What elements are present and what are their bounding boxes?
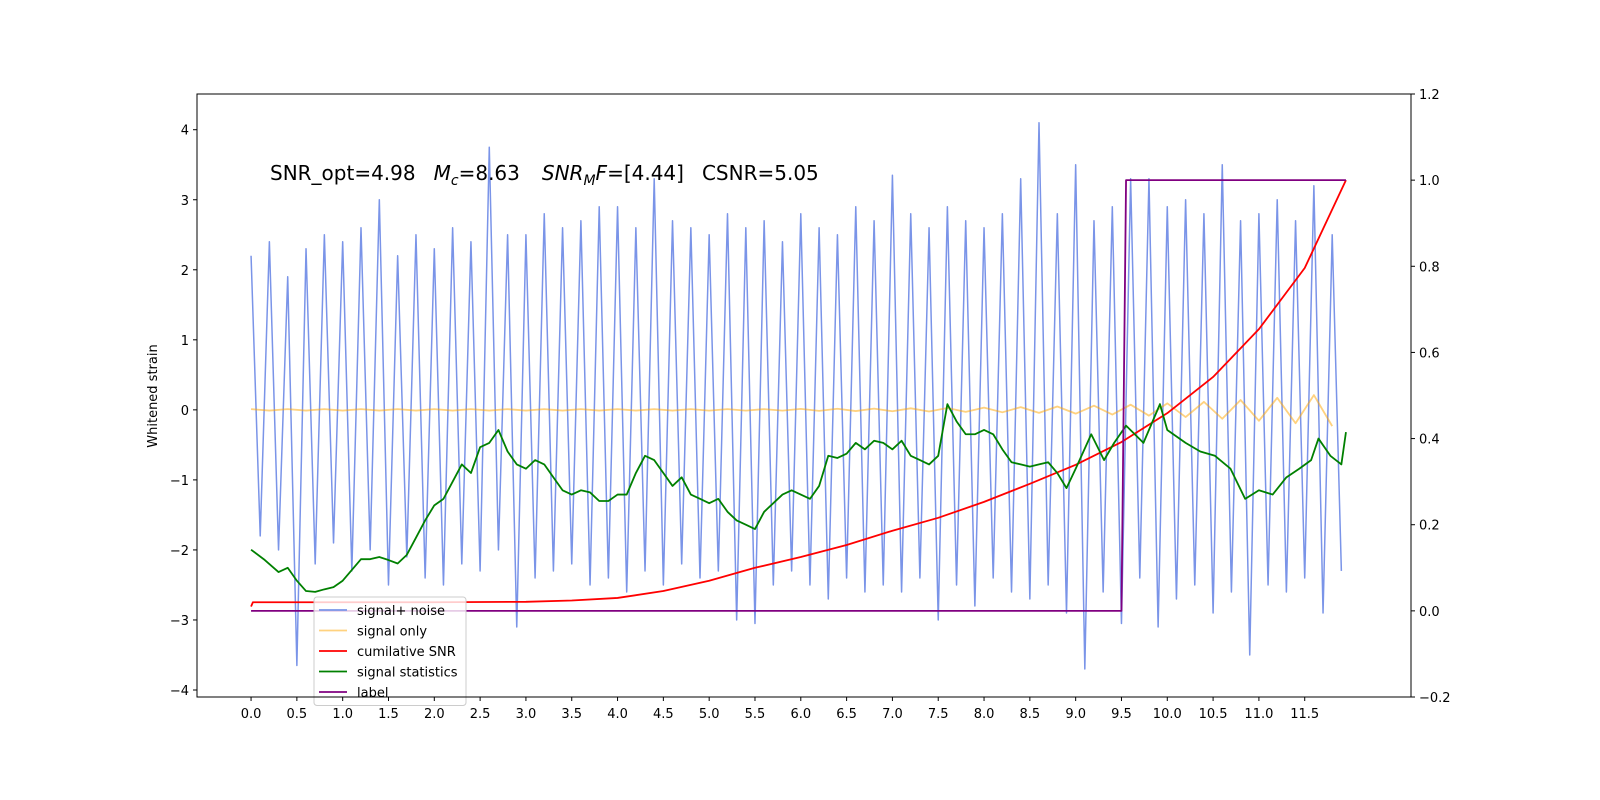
x-tick-label: 11.5 [1290, 707, 1319, 722]
y2-tick-label: 0.0 [1419, 605, 1440, 620]
y2-tick-label: 0.4 [1419, 433, 1440, 448]
x-tick-label: 10.0 [1153, 707, 1182, 722]
x-tick-label: 11.0 [1244, 707, 1273, 722]
y-tick-label: −4 [170, 684, 189, 699]
y-tick-label: −1 [170, 474, 189, 489]
series-line [250, 394, 1333, 427]
annotation-part: F [596, 161, 608, 185]
x-tick-label: 2.5 [470, 707, 491, 722]
legend-label: label [357, 686, 388, 701]
y2-tick-label: 0.6 [1419, 346, 1440, 361]
x-tick-label: 4.0 [607, 707, 628, 722]
plot-area [250, 121, 1347, 670]
plot-frame [196, 93, 1412, 698]
y2-tick-label: 1.2 [1419, 88, 1440, 103]
y-tick-label: −3 [170, 614, 189, 629]
x-tick-label: 2.0 [424, 707, 445, 722]
x-tick-label: 5.5 [745, 707, 766, 722]
legend-box [313, 596, 467, 706]
legend-label: cumilative SNR [357, 645, 456, 660]
y2-tick-label: 0.2 [1419, 519, 1440, 534]
y2-tick-label: −0.2 [1419, 691, 1451, 706]
annotation-part: CSNR=5.05 [702, 161, 819, 185]
legend-label: signal only [357, 625, 427, 640]
x-tick-label: 8.5 [1020, 707, 1041, 722]
legend: signal+ noise signal only cumilative SNR si… [313, 596, 467, 706]
series-line [250, 121, 1343, 670]
x-tick-label: 6.0 [790, 707, 811, 722]
x-tick-label: 0.5 [287, 707, 308, 722]
x-tick-label: 8.0 [974, 707, 995, 722]
y-tick-label: 2 [181, 264, 189, 279]
x-tick-label: 7.5 [928, 707, 949, 722]
y-tick-label: 1 [181, 334, 189, 349]
x-tick-label: 3.0 [516, 707, 537, 722]
y-tick-label: 0 [181, 404, 189, 419]
x-tick-label: 3.5 [561, 707, 582, 722]
legend-label: signal+ noise [357, 604, 445, 619]
series-line [251, 179, 1346, 612]
x-tick-label: 9.5 [1111, 707, 1132, 722]
x-tick-label: 7.0 [882, 707, 903, 722]
x-tick-label: 10.5 [1199, 707, 1228, 722]
x-tick-label: 9.0 [1065, 707, 1086, 722]
y-tick-label: 4 [181, 124, 189, 139]
annotation-part: SNR_opt=4.98 [270, 161, 416, 185]
annotation-part: M [583, 173, 595, 189]
y2-tick-label: 1.0 [1419, 174, 1440, 189]
y-tick-label: −2 [170, 544, 189, 559]
annotation-part: =[4.44] [607, 161, 684, 185]
annotation-part: SNR [542, 161, 584, 185]
y2-tick-label: 0.8 [1419, 260, 1440, 275]
annotation-part: =8.63 [459, 161, 520, 185]
y-axis-title: Whitened strain [146, 344, 161, 447]
annotation-part: M [434, 161, 451, 185]
x-tick-label: 6.5 [836, 707, 857, 722]
x-tick-label: 4.5 [653, 707, 674, 722]
y-tick-label: 3 [181, 194, 189, 209]
annotation: SNR_opt=4.98 Mc=8.63 SNRMF=[4.44] CSNR=5.05 [270, 161, 819, 189]
x-tick-label: 0.0 [241, 707, 262, 722]
annotation-part: c [451, 173, 459, 189]
x-tick-label: 5.0 [699, 707, 720, 722]
series-line [250, 403, 1347, 593]
x-tick-label: 1.0 [332, 707, 353, 722]
x-tick-label: 1.5 [378, 707, 399, 722]
legend-label: signal statistics [357, 666, 458, 681]
series-line [250, 179, 1347, 607]
